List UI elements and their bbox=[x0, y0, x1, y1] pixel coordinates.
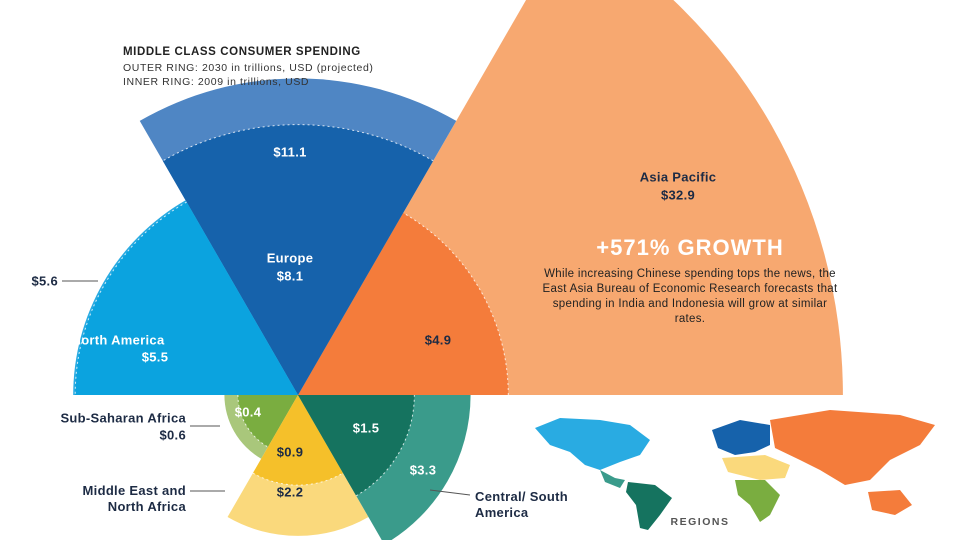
inner-sector bbox=[298, 212, 509, 395]
outer-value-label: $32.9 bbox=[660, 187, 696, 203]
growth-headline: +571% GROWTH bbox=[596, 235, 784, 260]
inner-sector bbox=[237, 395, 298, 448]
ring-divider bbox=[355, 394, 415, 497]
ring-divider bbox=[74, 201, 187, 396]
inner-value-label: $0.4 bbox=[234, 404, 262, 420]
outer-value-label: $3.3 bbox=[409, 462, 437, 478]
inner-sector bbox=[298, 395, 415, 496]
ring-divider bbox=[162, 124, 434, 162]
inner-value-label: $0.9 bbox=[276, 444, 304, 460]
inner-sector bbox=[252, 395, 344, 486]
map-australia bbox=[868, 490, 912, 515]
outer-value-label: $2.2 bbox=[276, 484, 304, 500]
map-central-america bbox=[600, 470, 625, 488]
region-name: Asia Pacific bbox=[639, 169, 717, 185]
outer-value-label: $0.6 bbox=[159, 427, 186, 443]
map-north-america bbox=[535, 418, 650, 470]
map-title: REGIONS bbox=[670, 516, 730, 528]
region-name: Central/ South America bbox=[475, 489, 569, 520]
inner-value-label: $5.5 bbox=[141, 349, 169, 365]
inner-sector bbox=[162, 124, 434, 396]
ring-divider bbox=[252, 472, 344, 486]
region-name: North America bbox=[71, 332, 165, 348]
world-map bbox=[535, 410, 935, 530]
legend-outer: OUTER RING: 2030 in trillions, USD (proj… bbox=[123, 62, 374, 74]
region-name: Middle East and North Africa bbox=[82, 483, 186, 514]
growth-note: While increasing Chinese spending tops t… bbox=[542, 268, 838, 325]
map-asia bbox=[770, 410, 935, 485]
outer-value-label: $11.1 bbox=[273, 144, 307, 160]
inner-value-label: $4.9 bbox=[424, 332, 452, 348]
map-middle-east bbox=[722, 455, 790, 480]
leader-lines bbox=[62, 280, 471, 496]
ring-divider bbox=[402, 212, 509, 396]
inner-value-label: $8.1 bbox=[276, 268, 304, 284]
inner-value-label: $1.5 bbox=[352, 420, 380, 436]
map-africa bbox=[735, 480, 780, 522]
inner-sector bbox=[75, 202, 298, 395]
map-south-america bbox=[626, 482, 672, 530]
outer-value-label: $5.6 bbox=[31, 273, 58, 289]
map-europe bbox=[712, 420, 770, 455]
leader-line bbox=[429, 489, 471, 496]
legend-inner: INNER RING: 2009 in trillions, USD bbox=[123, 76, 310, 88]
region-name: Sub-Saharan Africa bbox=[60, 410, 186, 426]
ring-divider bbox=[237, 394, 269, 448]
chart-title: MIDDLE CLASS CONSUMER SPENDING bbox=[123, 46, 361, 58]
region-name: Europe bbox=[266, 250, 314, 266]
